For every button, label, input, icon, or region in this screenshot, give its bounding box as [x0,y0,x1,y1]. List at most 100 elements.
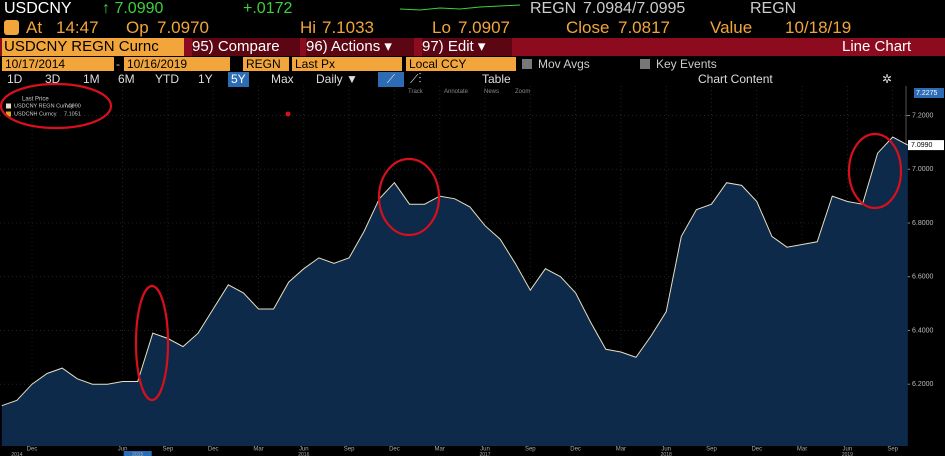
highlight-circle [847,132,903,210]
y-tick-label: 6.2000 [912,381,934,388]
frequency[interactable]: Daily ▼ [316,72,358,86]
highlight-circle [134,284,170,402]
field-select[interactable]: Last Px [292,57,402,71]
edit-button[interactable]: 97) Edit ▾ [422,38,512,56]
stat-label: Hi [300,18,317,37]
compare-button[interactable]: 95) Compare [192,38,300,56]
year-label: 2014 [11,452,22,456]
draw-icon[interactable]: ⟋⋮ [410,72,422,86]
x-tick-label: Mar [253,447,263,453]
x-tick-label: Jun [299,447,309,453]
year-label: 2015 [132,452,143,456]
x-tick-label: Sep [706,447,717,453]
legend-swatch [6,103,11,109]
stat-label: Lo [432,18,451,37]
key-events[interactable]: Key Events [656,57,717,71]
x-tick-label: Sep [344,447,355,453]
y-tick-label: 6.6000 [912,274,934,281]
x-tick-label: Mar [797,447,807,453]
x-tick-label: Sep [163,447,174,453]
stat-label: At [26,18,43,37]
x-tick-label: Jun [118,447,128,453]
checkbox[interactable] [522,59,532,69]
chart-tool[interactable]: Zoom [515,89,531,95]
stat-value: 7.1033 [322,18,374,37]
start-date[interactable]: 10/17/2014 [2,57,114,71]
table-button[interactable]: Table [482,72,511,86]
stat-value: 7.0907 [458,18,510,37]
highlight-circle [0,82,113,130]
chart-tool[interactable]: Track [408,89,423,95]
top-label: 7.2275 [916,90,938,97]
stat-label: Op [126,18,149,37]
x-tick-label: Dec [208,447,219,453]
x-tick-label: Dec [27,447,38,453]
stat-label: Value [710,18,753,37]
legend-swatch [6,111,11,117]
legend-value: 7.0990 [64,103,81,109]
bid-ask: 7.0984/7.0995 [583,0,686,17]
change: +.0172 [243,0,293,17]
chart-tool[interactable]: News [484,89,500,95]
security-field[interactable]: USDCNY REGN Curnc [2,38,184,56]
alert-icon[interactable] [4,20,19,35]
period-button[interactable]: 1Y [198,72,213,86]
last-price-tag [908,140,944,151]
period-button[interactable]: 3D [45,72,61,86]
y-tick-label: 6.4000 [912,327,934,334]
x-tick-label: Dec [389,447,400,453]
area [1,137,908,446]
x-tick-label: Sep [887,447,898,453]
year-label: 2017 [479,452,490,456]
x-tick-label: Mar [616,447,626,453]
stat-value: 10/18/19 [785,18,852,37]
y-tick-label: 7.2000 [912,112,934,119]
marker-dot [285,111,291,117]
x-tick-label: Jun [480,447,490,453]
line [1,136,909,407]
chart-tool[interactable]: Annotate [444,89,469,95]
period-button[interactable]: 1D [7,72,23,86]
x-tick-label: Mar [435,447,445,453]
ticker: USDCNY [4,0,72,17]
x-tick-label: Dec [570,447,581,453]
legend-label: USDCNH Curncy [14,111,57,117]
top-tag [914,88,944,98]
period-button[interactable]: Max [271,72,294,86]
line-icon[interactable]: ⟋ [378,72,404,87]
year-highlight [123,451,152,456]
source-field[interactable]: REGN [243,57,289,71]
year-label: 2019 [842,452,853,456]
actions-button[interactable]: 96) Actions ▾ [306,38,414,56]
period-button[interactable]: 6M [118,72,135,86]
period-button[interactable]: 1M [83,72,100,86]
stat-value: 7.0817 [618,18,670,37]
last-price-label: 7.0990 [911,142,933,149]
last-price: ↑ 7.0990 [102,0,164,17]
period-button[interactable]: 5Y [228,72,249,87]
legend-title: Last Price [22,97,49,103]
x-tick-label: Dec [751,447,762,453]
y-tick-label: 6.8000 [912,220,934,227]
year-label: 2016 [298,452,309,456]
end-date[interactable]: 10/16/2019 [124,57,230,71]
stat-label: Close [566,18,610,37]
x-tick-label: Jun [661,447,671,453]
source: REGN [750,0,797,17]
x-tick-label: Sep [525,447,536,453]
highlight-circle [377,157,441,237]
y-tick-label: 7.0000 [912,166,934,173]
sparkline [400,4,520,11]
x-tick-label: Jun [843,447,853,453]
legend-label: USDCNY REGN Curncy [14,103,74,109]
settings-icon[interactable]: ✲ [882,72,893,86]
currency-select[interactable]: Local CCY [406,57,516,71]
legend-value: 7.1051 [64,111,81,117]
checkbox[interactable] [640,59,650,69]
mov-avgs[interactable]: Mov Avgs [538,57,590,71]
stat-value: 14:47 [56,18,99,37]
period-button[interactable]: YTD [155,72,179,86]
chart-content[interactable]: Chart Content [698,72,773,86]
